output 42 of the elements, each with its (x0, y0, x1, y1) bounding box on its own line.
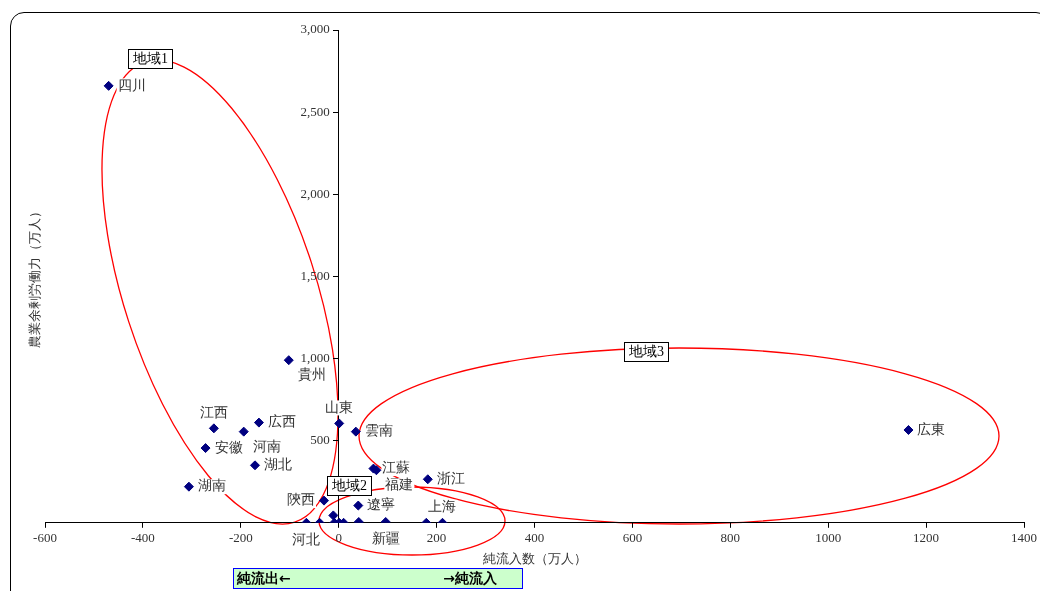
annotation: 遼寧 (367, 497, 396, 513)
annotation: 湖南 (197, 478, 226, 494)
annotation: 河北 (292, 531, 321, 547)
annotation: 安徽 (214, 439, 243, 455)
annotation: 江西 (199, 404, 228, 420)
annotation: 湖北 (264, 456, 292, 472)
x-axis-title: 純流入数（万人） (482, 550, 587, 566)
y-tick-label: 3,000 (300, 21, 330, 37)
y-tick-label: 500 (310, 432, 330, 448)
annotation: 山東 (325, 399, 354, 415)
x-tick-label: 1200 (913, 530, 940, 546)
y-axis-title: 農業余剰労働力（万人） (27, 204, 43, 348)
x-tick-label: 0 (335, 530, 342, 546)
x-tick-label: 1400 (1011, 530, 1037, 546)
text: →純流入 (443, 569, 497, 588)
x-tick-label: 200 (426, 530, 447, 546)
annotation: 河南 (252, 438, 281, 454)
annotation: 浙江 (436, 470, 465, 486)
annotation: 貴州 (297, 367, 326, 383)
annotation: 地域1 (128, 49, 173, 69)
y-tick-label: 2,000 (300, 185, 330, 201)
x-tick-label: 600 (622, 530, 643, 546)
annotation: 地域3 (624, 342, 669, 362)
annotation: 江蘇 (382, 460, 411, 476)
x-tick-label: 800 (720, 530, 741, 546)
text: 純流出← (237, 569, 291, 588)
annotation: 陝西 (287, 492, 316, 508)
y-tick-label: 1,000 (300, 349, 330, 365)
annotation: 福建 (385, 477, 414, 493)
annotation: 上海 (428, 498, 457, 514)
annotation: 広東 (917, 421, 946, 437)
annotation: 地域2 (327, 476, 372, 496)
y-tick-label: 2,500 (300, 103, 330, 119)
x-tick-label: 1000 (815, 530, 842, 546)
x-tick-label: 400 (524, 530, 545, 546)
x-tick-label: -600 (33, 530, 57, 546)
annotation: 新疆 (371, 531, 400, 547)
annotation: 広西 (267, 414, 296, 430)
x-tick-label: -400 (130, 530, 155, 546)
x-tick-label: -200 (228, 530, 253, 546)
annotation: 雲南 (364, 423, 393, 439)
annotation: 四川 (117, 77, 146, 93)
